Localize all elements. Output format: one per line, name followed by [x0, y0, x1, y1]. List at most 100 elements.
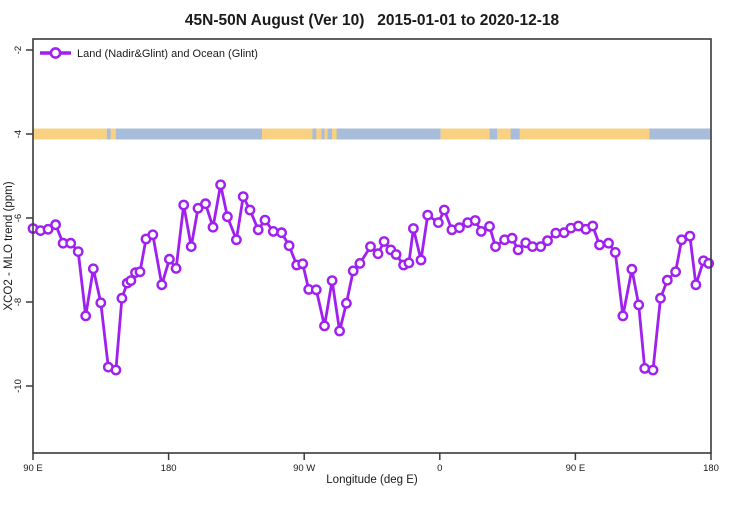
data-point	[684, 230, 696, 242]
data-point	[407, 223, 419, 234]
land-ocean-band-ocean	[510, 128, 520, 140]
land-ocean-band-land	[332, 128, 337, 140]
data-point	[170, 262, 182, 274]
data-point	[319, 320, 330, 332]
data-point	[252, 224, 264, 236]
legend: Land (Nadir&Glint) and Ocean (Glint)	[40, 47, 258, 60]
data-point	[432, 217, 444, 229]
data-point	[125, 275, 137, 286]
data-point	[334, 325, 345, 337]
land-ocean-band-ocean	[106, 128, 263, 140]
x-tick-label: 180	[703, 463, 719, 474]
data-point	[469, 215, 481, 226]
data-point	[185, 241, 197, 253]
data-point	[42, 223, 54, 235]
land-ocean-band-ocean	[649, 128, 711, 140]
legend-label: Land (Nadir&Glint) and Ocean (Glint)	[77, 48, 258, 60]
data-point	[110, 364, 122, 376]
data-point	[283, 240, 295, 252]
chart-title: 45N-50N August (Ver 10) 2015-01-01 to 20…	[185, 12, 560, 29]
data-point	[207, 221, 219, 233]
data-point	[661, 274, 673, 286]
data-point	[310, 284, 322, 296]
data-point	[50, 219, 61, 231]
data-point	[670, 266, 681, 278]
land-ocean-band-land	[33, 128, 107, 140]
y-tick-label: -10	[13, 379, 24, 393]
data-point	[163, 253, 175, 265]
data-point	[626, 263, 638, 275]
land-ocean-band-ocean	[489, 128, 498, 140]
data-point	[403, 257, 415, 269]
data-point	[200, 198, 211, 210]
data-point	[506, 232, 518, 244]
data-point	[297, 258, 309, 270]
data-point	[415, 254, 427, 266]
land-ocean-band-land	[110, 128, 116, 140]
data-point	[639, 362, 651, 374]
data-point	[347, 265, 359, 277]
x-tick-label: 90 W	[293, 463, 315, 474]
data-point	[354, 257, 366, 269]
data-point	[512, 244, 524, 256]
data-point	[267, 225, 279, 237]
data-point	[221, 211, 233, 223]
data-point	[655, 292, 666, 304]
data-point	[422, 209, 434, 221]
data-point	[490, 241, 501, 253]
x-axis-label: Longitude (deg E)	[326, 474, 418, 486]
data-point	[484, 220, 495, 232]
data-point	[87, 263, 99, 275]
plot-border	[32, 38, 712, 454]
land-ocean-band-land	[324, 128, 328, 140]
data-point	[542, 235, 553, 247]
data-point	[617, 310, 629, 322]
data-point	[276, 227, 287, 239]
data-point	[372, 248, 384, 260]
data-point	[116, 292, 128, 304]
data-point	[237, 191, 249, 203]
x-tick-label: 90 E	[566, 463, 586, 474]
data-point	[230, 234, 242, 246]
data-point	[65, 237, 77, 249]
data-point	[594, 239, 605, 251]
data-point	[215, 179, 227, 191]
land-ocean-band-land	[440, 128, 650, 140]
data-point	[438, 204, 450, 216]
data-point	[147, 229, 159, 241]
y-tick-label: -6	[13, 214, 24, 222]
data-point	[378, 236, 390, 247]
data-point	[647, 364, 659, 376]
x-tick-label: 180	[161, 463, 177, 474]
data-point	[603, 237, 614, 249]
data-point	[365, 241, 376, 253]
legend-marker-icon	[49, 47, 62, 59]
data-point	[178, 199, 190, 211]
data-point	[72, 246, 84, 258]
y-tick-label: -4	[13, 130, 24, 138]
data-point	[535, 241, 547, 253]
y-tick-label: -2	[13, 46, 24, 54]
data-point	[633, 299, 645, 311]
x-tick-label: 90 E	[23, 463, 43, 474]
land-ocean-band-ocean	[321, 128, 441, 140]
x-tick-label: 0	[437, 463, 442, 474]
data-point	[80, 310, 92, 322]
data-point	[676, 234, 687, 246]
y-axis-label: XCO2 - MLO trend (ppm)	[3, 181, 15, 310]
data-point	[259, 214, 271, 226]
data-point	[587, 220, 599, 232]
land-ocean-band-ocean	[312, 128, 317, 140]
y-tick-label: -8	[13, 298, 24, 306]
data-point	[609, 246, 621, 258]
data-point	[134, 266, 146, 278]
data-point	[156, 279, 168, 291]
data-point	[475, 225, 487, 237]
data-point	[326, 275, 338, 286]
data-point	[453, 222, 465, 234]
data-point	[340, 297, 352, 309]
data-point	[690, 279, 702, 291]
data-point	[192, 202, 204, 214]
